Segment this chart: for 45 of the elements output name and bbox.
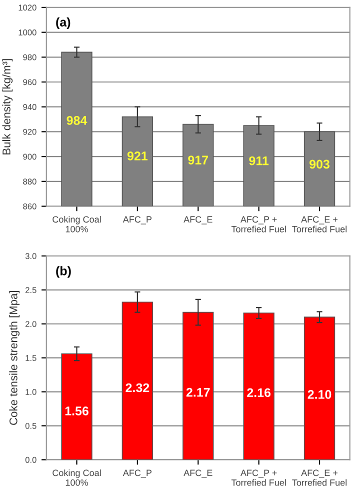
text: (b) bbox=[56, 266, 71, 278]
y-tick-label: 1.5 bbox=[26, 355, 36, 361]
x-tick-label: Coking Coal 100% bbox=[52, 469, 101, 486]
y-tick-label: 0.0 bbox=[25, 456, 36, 463]
data-label: 2.17 bbox=[186, 388, 210, 397]
y-tick-label: 960 bbox=[23, 79, 36, 86]
annotation: 921 bbox=[127, 152, 148, 160]
y-axis-title: Bulk density [kg/m³] bbox=[2, 59, 13, 154]
x-tick-label: AFC_E + Torrefied Fuel bbox=[292, 470, 347, 486]
y-tick-label: 0.5 bbox=[25, 422, 36, 429]
annotation: 911 bbox=[249, 156, 269, 166]
x-tick-label: AFC_E bbox=[184, 216, 212, 224]
text: (a) bbox=[56, 17, 70, 30]
x-tick-label: AFC_E + Torrefied Fuel bbox=[292, 216, 347, 232]
bar bbox=[243, 312, 274, 460]
annotation: 917 bbox=[188, 156, 208, 165]
y-axis-title: Coke tensile strength [Mpa] bbox=[9, 291, 20, 425]
data-label: 2.10 bbox=[308, 390, 332, 399]
y-tick-label: 940 bbox=[23, 104, 36, 110]
y-tick-label: 2.0 bbox=[26, 321, 36, 327]
x-tick-label: AFC_P bbox=[122, 470, 152, 478]
data-label: 2.32 bbox=[126, 383, 150, 392]
y-tick-label: 980 bbox=[23, 54, 36, 60]
annotation: 984 bbox=[66, 116, 88, 125]
x-tick-label: AFC_P bbox=[122, 216, 152, 224]
data-label: 1.56 bbox=[65, 406, 88, 416]
x-tick-label: AFC_E bbox=[184, 470, 212, 478]
bar bbox=[122, 302, 154, 460]
y-tick-label: 1020 bbox=[18, 4, 36, 11]
y-tick-label: 2.5 bbox=[26, 287, 36, 294]
y-tick-label: 1000 bbox=[18, 30, 36, 36]
y-tick-label: 3.0 bbox=[25, 253, 36, 260]
bar bbox=[61, 353, 92, 460]
data-label: 2.16 bbox=[247, 388, 271, 398]
annotation: 903 bbox=[310, 160, 330, 169]
y-tick-label: 1.0 bbox=[26, 389, 36, 395]
y-tick-label: 880 bbox=[23, 178, 36, 185]
x-tick-label: Coking Coal 100% bbox=[52, 216, 101, 232]
x-tick-label: AFC_P + Torrefied Fuel bbox=[231, 216, 286, 232]
y-tick-label: 900 bbox=[23, 154, 36, 160]
y-tick-label: 920 bbox=[23, 128, 36, 135]
bar bbox=[304, 316, 336, 460]
x-tick-label: AFC_P + Torrefied Fuel bbox=[231, 470, 286, 486]
bar bbox=[182, 312, 214, 460]
y-tick-label: 860 bbox=[23, 203, 36, 210]
